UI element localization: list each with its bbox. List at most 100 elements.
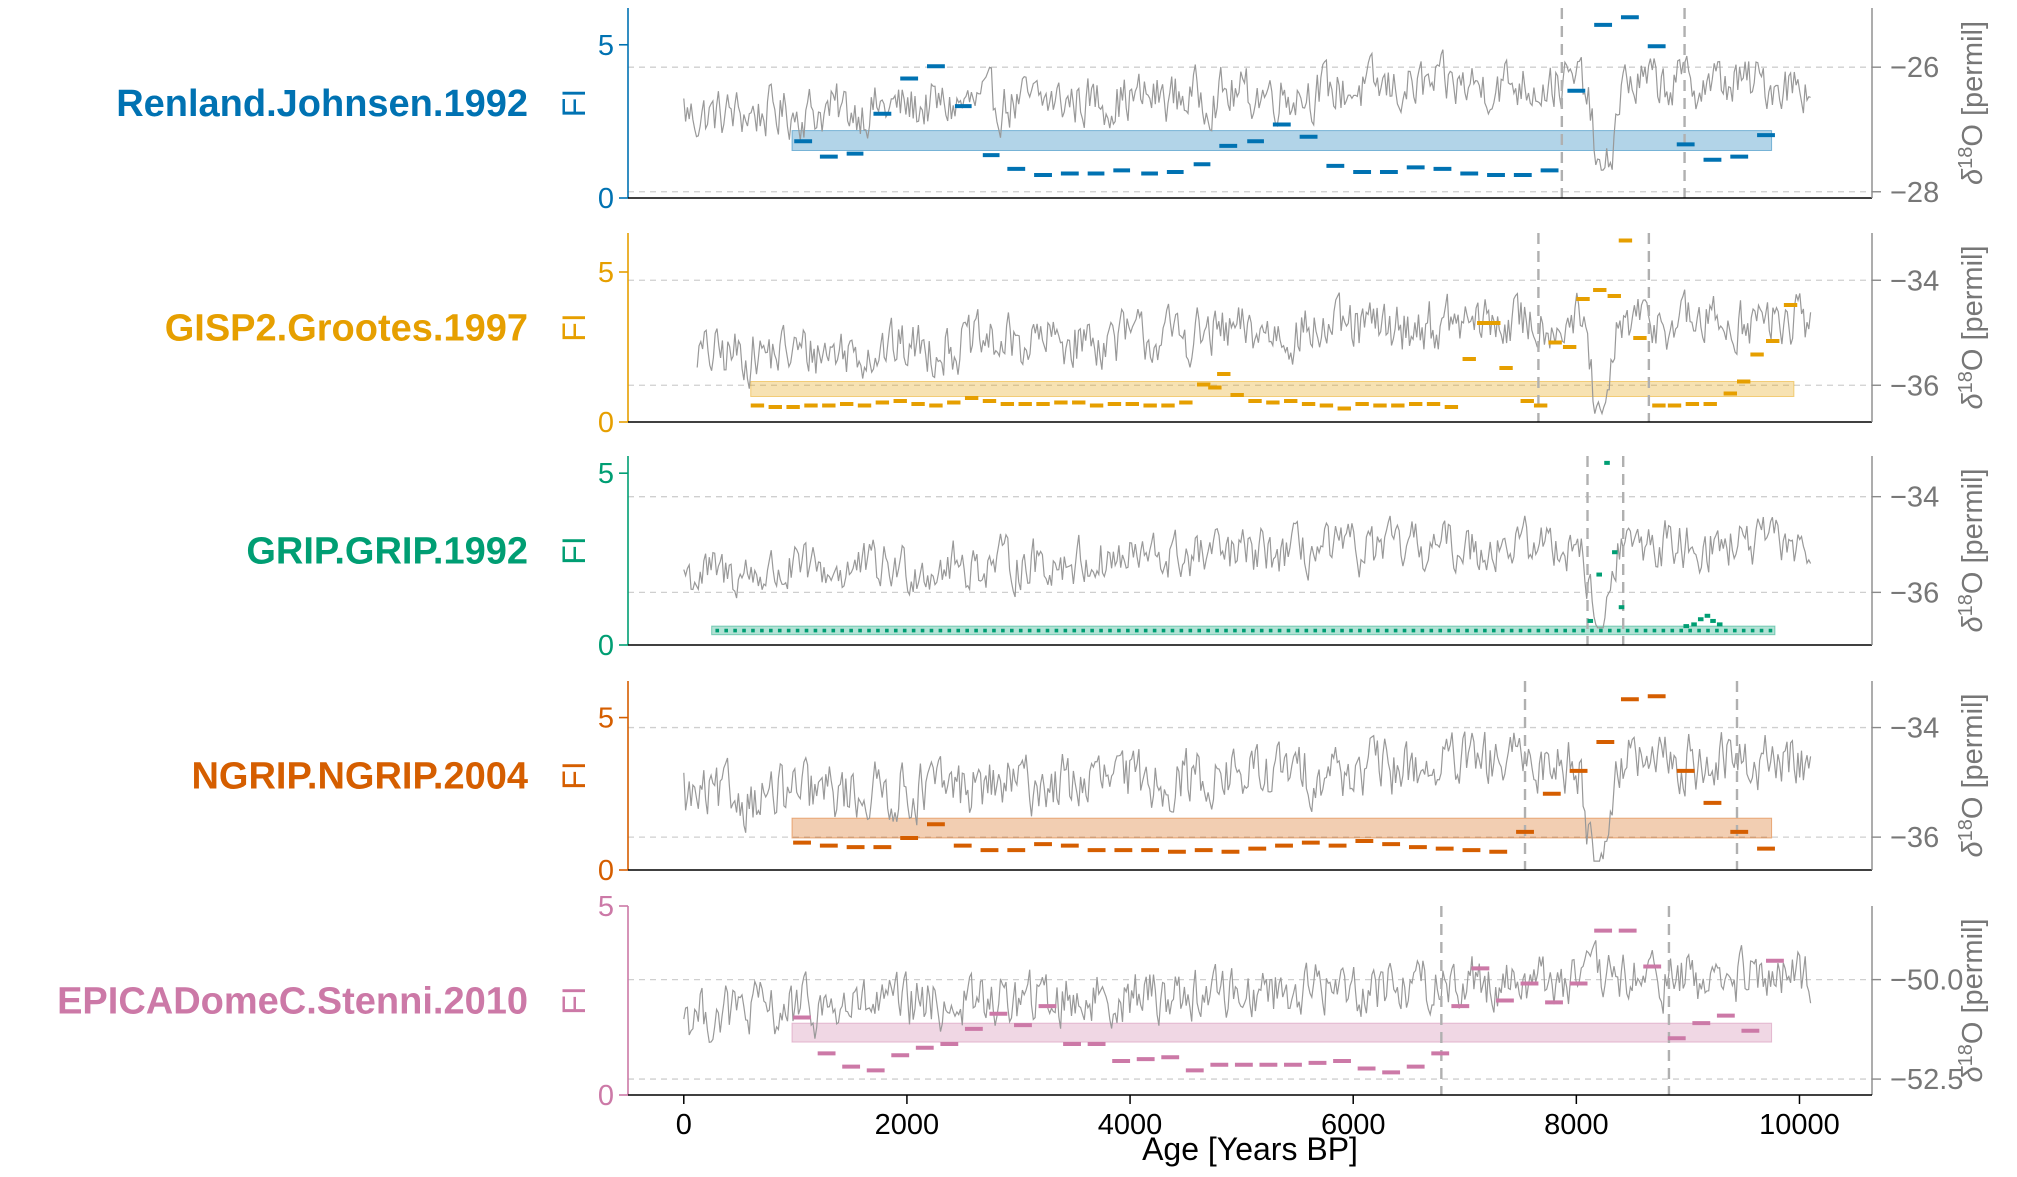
- fi-axis-title: FI: [556, 761, 592, 789]
- fi-marker: [1322, 628, 1326, 633]
- fi-marker: [1563, 628, 1567, 633]
- fi-marker: [1375, 628, 1380, 633]
- fi-marker: [893, 628, 898, 633]
- fi-marker: [1393, 628, 1398, 633]
- fi-marker: [1625, 628, 1630, 633]
- fi-marker: [1634, 628, 1639, 633]
- right-axis-title: δ18O [permil]: [1955, 918, 1989, 1082]
- fi-marker: [1286, 628, 1291, 633]
- fi-marker: [974, 628, 978, 633]
- fi-marker: [1179, 628, 1184, 633]
- panel-epicadomec-stenni-2010: 0 5 −52.5 −50.0 EPICADomeC.Stenni.2010 FI δ18O…: [57, 891, 1989, 1112]
- fi-marker: [1126, 628, 1130, 633]
- fi-marker: [920, 628, 925, 633]
- fi-marker: [1063, 628, 1068, 633]
- fi-marker: [929, 628, 934, 633]
- fi-marker: [1608, 628, 1612, 633]
- fi-marker: [885, 628, 889, 633]
- fi-marker: [956, 628, 961, 633]
- proxy-line: [683, 49, 1811, 171]
- fi-marker: [733, 628, 737, 633]
- record-label: Renland.Johnsen.1992: [116, 83, 528, 125]
- fi-tick-label: 0: [598, 630, 614, 662]
- fi-marker: [947, 628, 952, 633]
- fi-marker: [1304, 628, 1309, 633]
- fi-marker: [724, 628, 728, 633]
- fi-tick-label: 5: [598, 703, 614, 735]
- right-axis-title: δ18O [permil]: [1955, 468, 1989, 632]
- right-tick-label: −26: [1890, 52, 1939, 84]
- fi-marker: [876, 628, 880, 633]
- fi-marker: [1456, 628, 1460, 633]
- fi-marker: [911, 628, 916, 633]
- fi-axis-title: FI: [556, 986, 592, 1014]
- fi-marker: [1215, 628, 1219, 633]
- fi-marker: [1090, 628, 1094, 633]
- x-tick-label: 4000: [1098, 1109, 1163, 1141]
- fi-marker: [1652, 628, 1657, 633]
- fi-marker: [1447, 628, 1451, 633]
- fi-marker: [795, 628, 800, 633]
- fi-baseline-dots: [715, 628, 1773, 633]
- x-axis: 0 2000 4000 6000 8000 10000 Age [Years BP]: [628, 1094, 1872, 1167]
- fi-marker: [760, 628, 764, 633]
- fi-marker: [1358, 628, 1362, 633]
- fi-marker: [965, 628, 969, 633]
- fi-marker: [1108, 628, 1112, 633]
- fi-marker: [1750, 628, 1755, 633]
- fi-marker: [813, 628, 818, 633]
- fi-marker: [1670, 628, 1675, 633]
- fi-marker: [769, 628, 773, 633]
- panel-grip-grip-1992: 0 5 −36 −34 GRIP.GRIP.1992 FI δ18O [permil]: [246, 456, 1989, 662]
- right-axis-title: δ18O [permil]: [1955, 21, 1989, 185]
- fi-marker: [1527, 628, 1532, 633]
- fi-marker: [1224, 628, 1228, 633]
- fi-marker: [1509, 628, 1514, 633]
- fi-tick-label: 5: [598, 30, 614, 62]
- fi-marker: [1081, 628, 1086, 633]
- fi-marker: [1188, 628, 1193, 633]
- panels: 0 5 −28 −26 Renland.Johnsen.1992 FI δ18O [perm…: [57, 8, 1989, 1112]
- x-tick-label: 2000: [875, 1109, 940, 1141]
- proxy-line: [683, 731, 1812, 862]
- record-label: GRIP.GRIP.1992: [246, 531, 528, 573]
- fi-marker: [867, 628, 871, 633]
- right-tick-label: −52.5: [1890, 1064, 1963, 1096]
- fi-marker: [1536, 628, 1541, 633]
- fi-tick-label: 5: [598, 458, 614, 490]
- right-tick-label: −28: [1890, 177, 1939, 209]
- fi-marker: [1474, 628, 1478, 633]
- fi-marker: [1491, 628, 1496, 633]
- fi-tick-label: 5: [598, 891, 614, 923]
- fi-marker: [1420, 628, 1425, 633]
- fi-marker: [1340, 628, 1344, 633]
- fi-marker: [1152, 628, 1157, 633]
- fi-axis-title: FI: [556, 536, 592, 564]
- right-tick-label: −36: [1890, 577, 1939, 609]
- right-tick-label: −34: [1890, 265, 1939, 297]
- fi-marker: [1581, 628, 1585, 633]
- fi-range-band: [791, 817, 1773, 839]
- fi-marker: [1545, 628, 1550, 633]
- fi-marker: [1197, 628, 1202, 633]
- fi-marker: [1242, 628, 1246, 633]
- x-tick-label: 10000: [1759, 1109, 1840, 1141]
- fi-marker: [1590, 628, 1594, 633]
- fi-marker: [1313, 628, 1318, 633]
- fi-marker: [1045, 628, 1050, 633]
- fi-marker: [1143, 628, 1148, 633]
- proxy-line: [683, 515, 1812, 629]
- fi-tick-label: 0: [598, 855, 614, 887]
- panel-renland-johnsen-1992: 0 5 −28 −26 Renland.Johnsen.1992 FI δ18O [perm…: [116, 8, 1989, 215]
- fi-marker: [1054, 628, 1059, 633]
- fi-marker: [1599, 628, 1603, 633]
- fi-marker: [1643, 628, 1648, 633]
- fi-tick-label: 5: [598, 257, 614, 289]
- fi-marker: [1759, 628, 1764, 633]
- fi-marker: [849, 628, 853, 633]
- fi-marker: [1429, 628, 1434, 633]
- fi-marker: [858, 628, 862, 633]
- fi-marker: [1099, 628, 1103, 633]
- fi-tick-label: 0: [598, 1080, 614, 1112]
